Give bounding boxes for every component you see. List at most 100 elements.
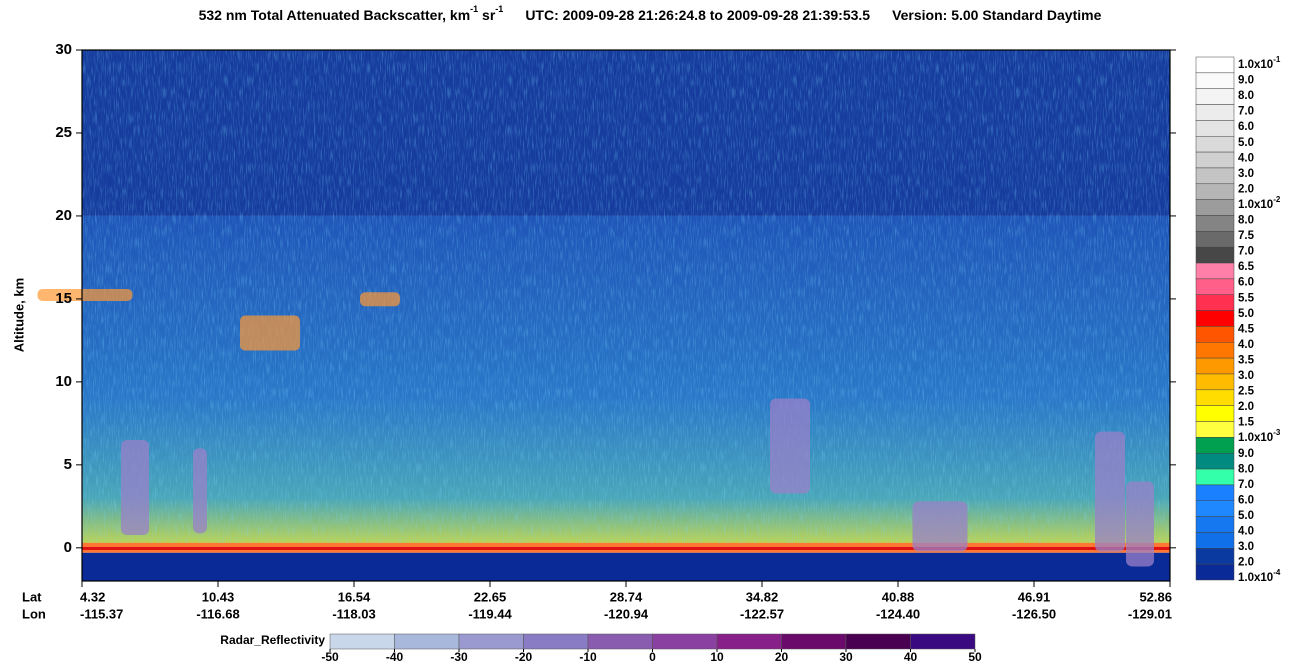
colorbar-label: 2.0 bbox=[1238, 183, 1254, 195]
colorbar-swatch bbox=[1195, 548, 1235, 565]
colorbar-swatch bbox=[1195, 405, 1235, 422]
lat-tick-label: 52.86 bbox=[1139, 589, 1172, 604]
lon-tick-label: -122.57 bbox=[740, 606, 784, 621]
lon-tick-label: -129.01 bbox=[1128, 606, 1172, 621]
lon-tick-label: -116.68 bbox=[196, 606, 239, 621]
cirrus bbox=[240, 315, 300, 351]
y-tick-label: 0 bbox=[64, 539, 72, 556]
colorbar-label: 6.5 bbox=[1238, 261, 1255, 273]
radar-swatch bbox=[523, 633, 589, 650]
colorbar-swatch bbox=[1195, 468, 1235, 486]
colorbar-label-exp: -2 bbox=[1273, 195, 1281, 204]
surface-line bbox=[82, 546, 1170, 550]
lat-tick-label: 10.43 bbox=[202, 589, 235, 604]
colorbar-swatch bbox=[1195, 437, 1235, 454]
colorbar-label: 3.0 bbox=[1238, 168, 1254, 180]
colorbar-swatch bbox=[1195, 452, 1235, 470]
radar-tick-label: -40 bbox=[386, 650, 404, 664]
colorbar-label: 4.0 bbox=[1238, 526, 1254, 538]
radar-tick-label: 20 bbox=[775, 650, 789, 664]
lat-tick-label: 4.32 bbox=[80, 589, 105, 604]
colorbar-label: 4.0 bbox=[1238, 339, 1254, 351]
chart-title: 532 nm Total Attenuated Backscatter, km-… bbox=[199, 4, 1102, 22]
colorbar-swatch bbox=[1195, 342, 1235, 359]
colorbar-swatch bbox=[1195, 294, 1235, 311]
colorbar-label: 8.0 bbox=[1238, 463, 1254, 475]
radar-tick-label: 40 bbox=[904, 650, 918, 664]
colorbar-label: 7.0 bbox=[1238, 479, 1254, 491]
y-tick-label: 10 bbox=[55, 373, 72, 390]
colorbar-swatch bbox=[1195, 104, 1235, 121]
radar-tick-label: -10 bbox=[579, 650, 597, 664]
y-tick-label: 25 bbox=[55, 124, 72, 141]
colorbar-swatch bbox=[1195, 563, 1235, 581]
y-tick-label: 15 bbox=[55, 290, 72, 307]
colorbar-label-base: 1.0x10 bbox=[1238, 199, 1273, 211]
title-version: Version: 5.00 Standard Daytime bbox=[892, 7, 1102, 23]
colorbar-swatch bbox=[1195, 72, 1235, 89]
radar-cloud bbox=[770, 398, 810, 494]
colorbar-label: 1.0x10-4 bbox=[1238, 568, 1281, 584]
radar-swatch bbox=[458, 633, 524, 650]
lat-tick-label: 16.54 bbox=[338, 589, 371, 604]
colorbar-label: 5.0 bbox=[1238, 510, 1254, 522]
title-utc: UTC: 2009-09-28 21:26:24.8 to 2009-09-28… bbox=[525, 7, 870, 23]
colorbar-swatch bbox=[1195, 357, 1235, 375]
colorbar-label: 7.0 bbox=[1238, 106, 1254, 118]
colorbar-label: 5.0 bbox=[1238, 137, 1254, 149]
y-tick-label: 20 bbox=[55, 207, 72, 224]
colorbar-label: 4.0 bbox=[1238, 152, 1254, 164]
colorbar-swatch bbox=[1195, 516, 1235, 533]
colorbar-swatch bbox=[1195, 373, 1235, 391]
colorbar-label: 6.0 bbox=[1238, 277, 1254, 289]
lon-label: Lon bbox=[22, 606, 46, 621]
radar-swatch bbox=[587, 633, 653, 650]
radar-cloud bbox=[193, 448, 207, 534]
colorbar-label: 7.5 bbox=[1238, 230, 1255, 242]
colorbar-swatch bbox=[1195, 135, 1235, 153]
radar-swatch bbox=[845, 633, 911, 650]
colorbar-label-exp: -1 bbox=[1273, 55, 1281, 64]
subsurface bbox=[82, 552, 1170, 581]
lat-label: Lat bbox=[22, 589, 42, 604]
colorbar-label: 5.0 bbox=[1238, 308, 1254, 320]
lon-tick-label: -120.94 bbox=[604, 606, 649, 621]
colorbar-swatch bbox=[1195, 183, 1235, 200]
cirrus bbox=[360, 292, 400, 307]
colorbar-label: 1.0x10-2 bbox=[1238, 195, 1281, 211]
radar-tick-label: 50 bbox=[968, 650, 982, 664]
colorbar-label: 6.0 bbox=[1238, 494, 1254, 506]
lat-tick-label: 22.65 bbox=[474, 589, 507, 604]
colorbar-label-exp: -3 bbox=[1273, 428, 1281, 437]
colorbar-label: 7.0 bbox=[1238, 246, 1254, 258]
y-tick-label: 30 bbox=[55, 41, 72, 58]
radar-swatch bbox=[781, 633, 847, 650]
title-sup: -1 bbox=[470, 4, 478, 14]
lon-tick-label: -119.44 bbox=[468, 606, 512, 621]
radar-cloud bbox=[1095, 431, 1125, 552]
colorbar-label-base: 1.0x10 bbox=[1238, 59, 1273, 71]
lat-tick-label: 34.82 bbox=[746, 589, 779, 604]
lat-tick-label: 40.88 bbox=[882, 589, 915, 604]
colorbar-swatch bbox=[1195, 389, 1235, 406]
radar-cloud bbox=[1126, 481, 1154, 567]
colorbar-swatch bbox=[1195, 120, 1235, 137]
colorbar-label: 8.0 bbox=[1238, 215, 1254, 227]
colorbar-swatch bbox=[1195, 88, 1235, 105]
noise bbox=[82, 50, 1170, 548]
radar-tick-label: -30 bbox=[450, 650, 468, 664]
colorbar-swatch bbox=[1195, 56, 1235, 74]
colorbar-swatch bbox=[1195, 167, 1235, 185]
title-text: 532 nm Total Attenuated Backscatter, km bbox=[199, 7, 471, 23]
colorbar-swatch bbox=[1195, 278, 1235, 295]
colorbar-label-exp: -4 bbox=[1273, 568, 1281, 577]
colorbar-label: 3.5 bbox=[1238, 354, 1255, 366]
radar-tick-label: -50 bbox=[321, 650, 339, 664]
colorbar-label: 1.0x10-3 bbox=[1238, 428, 1281, 444]
radar-swatch bbox=[910, 633, 976, 650]
radar-swatch bbox=[652, 633, 718, 650]
title-sup: -1 bbox=[495, 4, 503, 14]
colorbar-swatch bbox=[1195, 500, 1235, 517]
colorbar-label: 1.0x10-1 bbox=[1238, 55, 1281, 71]
